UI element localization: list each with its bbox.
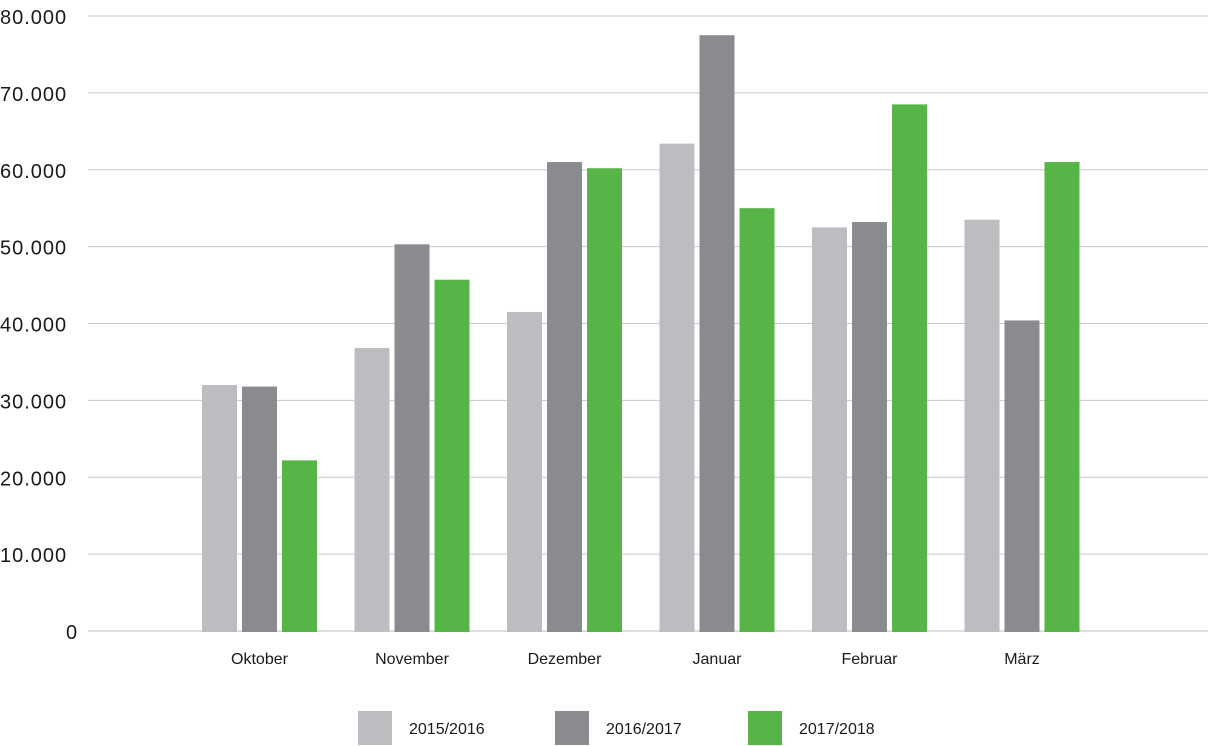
y-tick-label: 40.000 [0,315,67,337]
y-tick-label: 0 [66,622,78,644]
bar-dezember-2017-2018 [587,168,622,632]
y-tick-label: 70.000 [0,84,67,106]
legend-label: 2017/2018 [799,721,875,738]
bar-november-2016-2017 [394,244,430,632]
x-tick-label: Januar [693,651,743,668]
bar-januar-2015-2016 [659,143,695,633]
bar-november-2015-2016 [354,348,390,632]
bar-oktober-2017-2018 [282,460,317,632]
y-tick-label: 20.000 [0,468,67,490]
bar-januar-2017-2018 [739,208,775,632]
y-tick-label: 50.000 [0,238,67,260]
y-tick-label: 60.000 [0,161,67,183]
bar-oktober-2015-2016 [202,385,237,632]
bar-februar-2015-2016 [812,227,847,632]
bar-oktober-2016-2017 [242,386,277,632]
bar-märz-2015-2016 [964,219,1000,632]
y-tick-label: 80.000 [0,7,67,29]
x-axis-tick-labels: Oktober November Dezember Januar Februar März [231,651,1040,668]
bar-november-2017-2018 [434,279,470,632]
bar-dezember-2016-2017 [547,162,582,632]
legend-label: 2016/2017 [606,721,682,738]
x-tick-label: Dezember [528,651,602,668]
x-tick-label: Februar [841,651,898,668]
bar-dezember-2015-2016 [507,311,542,632]
x-tick-label: Oktober [231,651,289,668]
legend: 2015/2016 2016/2017 2017/2018 [358,711,875,745]
bars [202,35,1080,633]
bar-januar-2016-2017 [699,35,735,632]
x-tick-label: März [1004,651,1040,668]
legend-label: 2015/2016 [409,721,485,738]
bar-märz-2016-2017 [1004,320,1040,632]
y-axis-tick-labels: 0 10.000 20.000 30.000 40.000 50.000 60.000 70.… [0,7,78,644]
y-tick-label: 30.000 [0,391,67,413]
legend-swatch [748,711,782,745]
bar-februar-2017-2018 [892,104,927,632]
bar-februar-2016-2017 [852,222,887,632]
x-tick-label: November [375,651,449,668]
legend-swatch [358,711,392,745]
bar-märz-2017-2018 [1044,162,1080,632]
legend-swatch [555,711,589,745]
y-tick-label: 10.000 [0,545,67,567]
